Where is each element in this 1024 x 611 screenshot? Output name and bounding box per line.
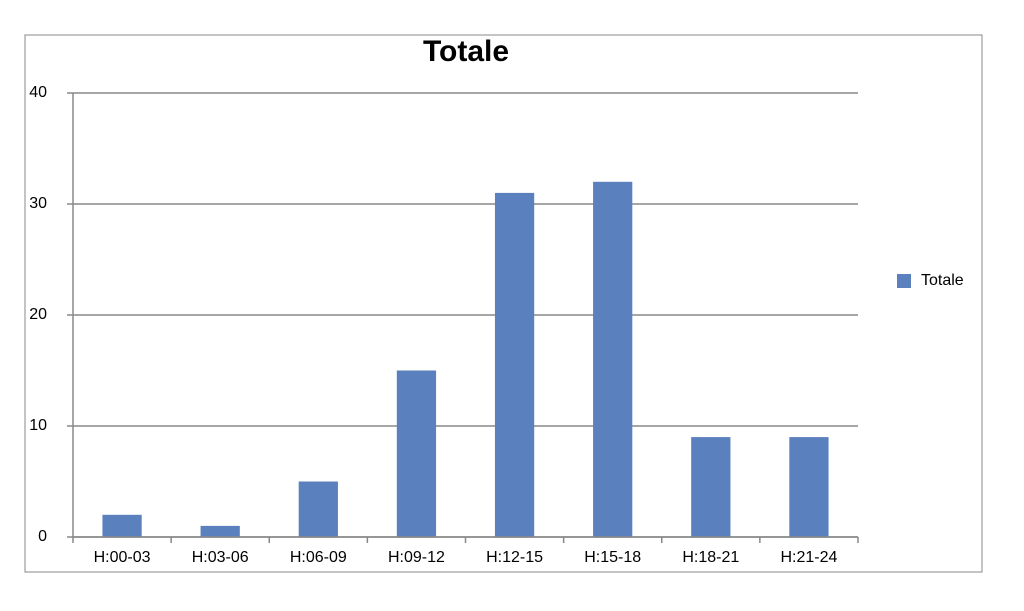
bar [593,181,633,538]
legend-swatch [897,274,911,288]
bar [789,437,829,537]
y-tick-label: 0 [38,528,47,545]
x-tick-label: H:00-03 [94,549,151,566]
bar [102,514,142,537]
legend-label: Totale [921,272,964,289]
y-tick-label: 40 [29,84,47,101]
bar [494,192,535,537]
y-tick-label: 20 [29,306,47,323]
x-tick-label: H:21-24 [780,549,837,566]
bar [396,370,437,537]
x-tick-label: H:09-12 [388,549,445,566]
x-tick-label: H:03-06 [192,549,249,566]
bar [200,525,240,537]
bar [298,481,338,537]
y-tick-label: 10 [29,417,47,434]
bar [691,437,731,537]
x-tick-label: H:15-18 [584,549,641,566]
x-tick-label: H:18-21 [682,549,739,566]
x-tick-label: H:06-09 [290,549,347,566]
chart-title: Totale [423,35,509,68]
x-tick-label: H:12-15 [486,549,543,566]
y-tick-label: 30 [29,195,47,212]
